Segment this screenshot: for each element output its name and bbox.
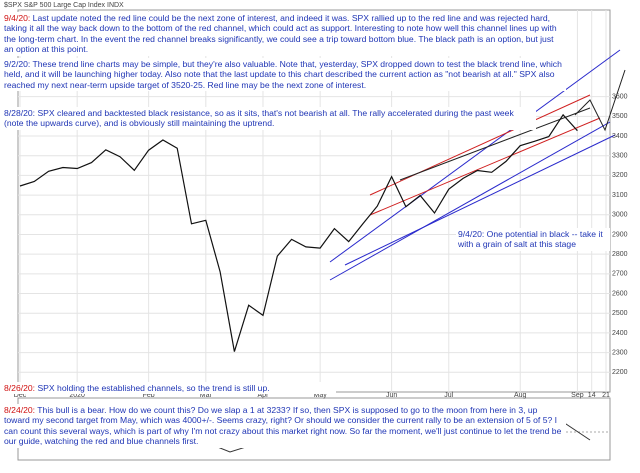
annotation-text: SPX cleared and backtested black resista… <box>4 108 514 129</box>
black-trend-line <box>399 107 591 181</box>
annotation-date: 8/26/20: <box>4 383 36 393</box>
y-tick-label: 2400 <box>612 330 628 337</box>
annotation-text: Last update noted the red line could be … <box>4 13 557 55</box>
y-tick-label: 3200 <box>612 172 628 179</box>
x-tick-label: Dec <box>14 392 27 399</box>
x-tick-label: Sep <box>571 392 584 399</box>
annotation-text: These trend line charts may be simple, b… <box>4 59 562 90</box>
annotation: 8/24/20: This bull is a bear. How do we … <box>2 404 566 448</box>
x-tick-label: 2020 <box>69 392 85 399</box>
x-tick-label: Mar <box>200 392 213 399</box>
x-tick-label: Feb <box>143 392 155 399</box>
annotation-date: 8/24/20: <box>4 405 36 415</box>
blue-channel-bottom <box>344 134 616 266</box>
y-tick-label: 3100 <box>612 192 628 199</box>
annotation-text: One potential in black -- take it with a… <box>458 229 603 250</box>
black-path <box>574 69 626 132</box>
y-tick-label: 2800 <box>612 251 628 258</box>
header: $SPX S&P 500 Large Cap Index INDX <box>4 2 124 9</box>
y-tick-label: 2600 <box>612 290 628 297</box>
annotation-date: 8/28/20: <box>4 108 36 118</box>
x-tick-label: Aug <box>514 392 527 399</box>
y-tick-label: 3000 <box>612 212 628 219</box>
annotation-date: 9/2/20: <box>4 59 31 69</box>
x-tick-label: Jun <box>386 392 397 399</box>
annotation: 8/26/20: SPX holding the established cha… <box>2 382 336 395</box>
red-channel-bottom <box>369 117 601 216</box>
annotation: 9/4/20: Last update noted the red line c… <box>2 12 566 56</box>
annotation: 9/2/20: These trend line charts may be s… <box>2 58 566 92</box>
x-tick-label: Apr <box>258 392 270 399</box>
blue-channel-mid <box>329 121 611 281</box>
y-tick-label: 2300 <box>612 349 628 356</box>
annotation-text: This bull is a bear. How do we count thi… <box>4 405 562 447</box>
x-tick-label: Jul <box>444 392 453 399</box>
annotation: 9/4/20: One potential in black -- take i… <box>456 228 610 251</box>
annotation-text: SPX holding the established channels, so… <box>37 383 270 393</box>
y-tick-label: 3300 <box>612 153 628 160</box>
y-tick-label: 3500 <box>612 113 628 120</box>
x-tick-label: 14 <box>588 392 596 399</box>
blue-channel-top <box>329 49 621 263</box>
y-tick-label: 2700 <box>612 271 628 278</box>
y-tick-label: 2500 <box>612 310 628 317</box>
x-tick-label: 21 <box>602 392 610 399</box>
annotation-date: 9/4/20: <box>4 13 31 23</box>
annotation: 8/28/20: SPX cleared and backtested blac… <box>2 107 536 130</box>
y-tick-label: 3600 <box>612 93 628 100</box>
y-tick-label: 2900 <box>612 231 628 238</box>
y-tick-label: 3400 <box>612 133 628 140</box>
x-tick-label: May <box>314 392 328 399</box>
y-tick-label: 2200 <box>612 369 628 376</box>
price-line <box>19 113 578 352</box>
red-channel-top <box>369 94 591 196</box>
annotation-date: 9/4/20: <box>458 229 485 239</box>
